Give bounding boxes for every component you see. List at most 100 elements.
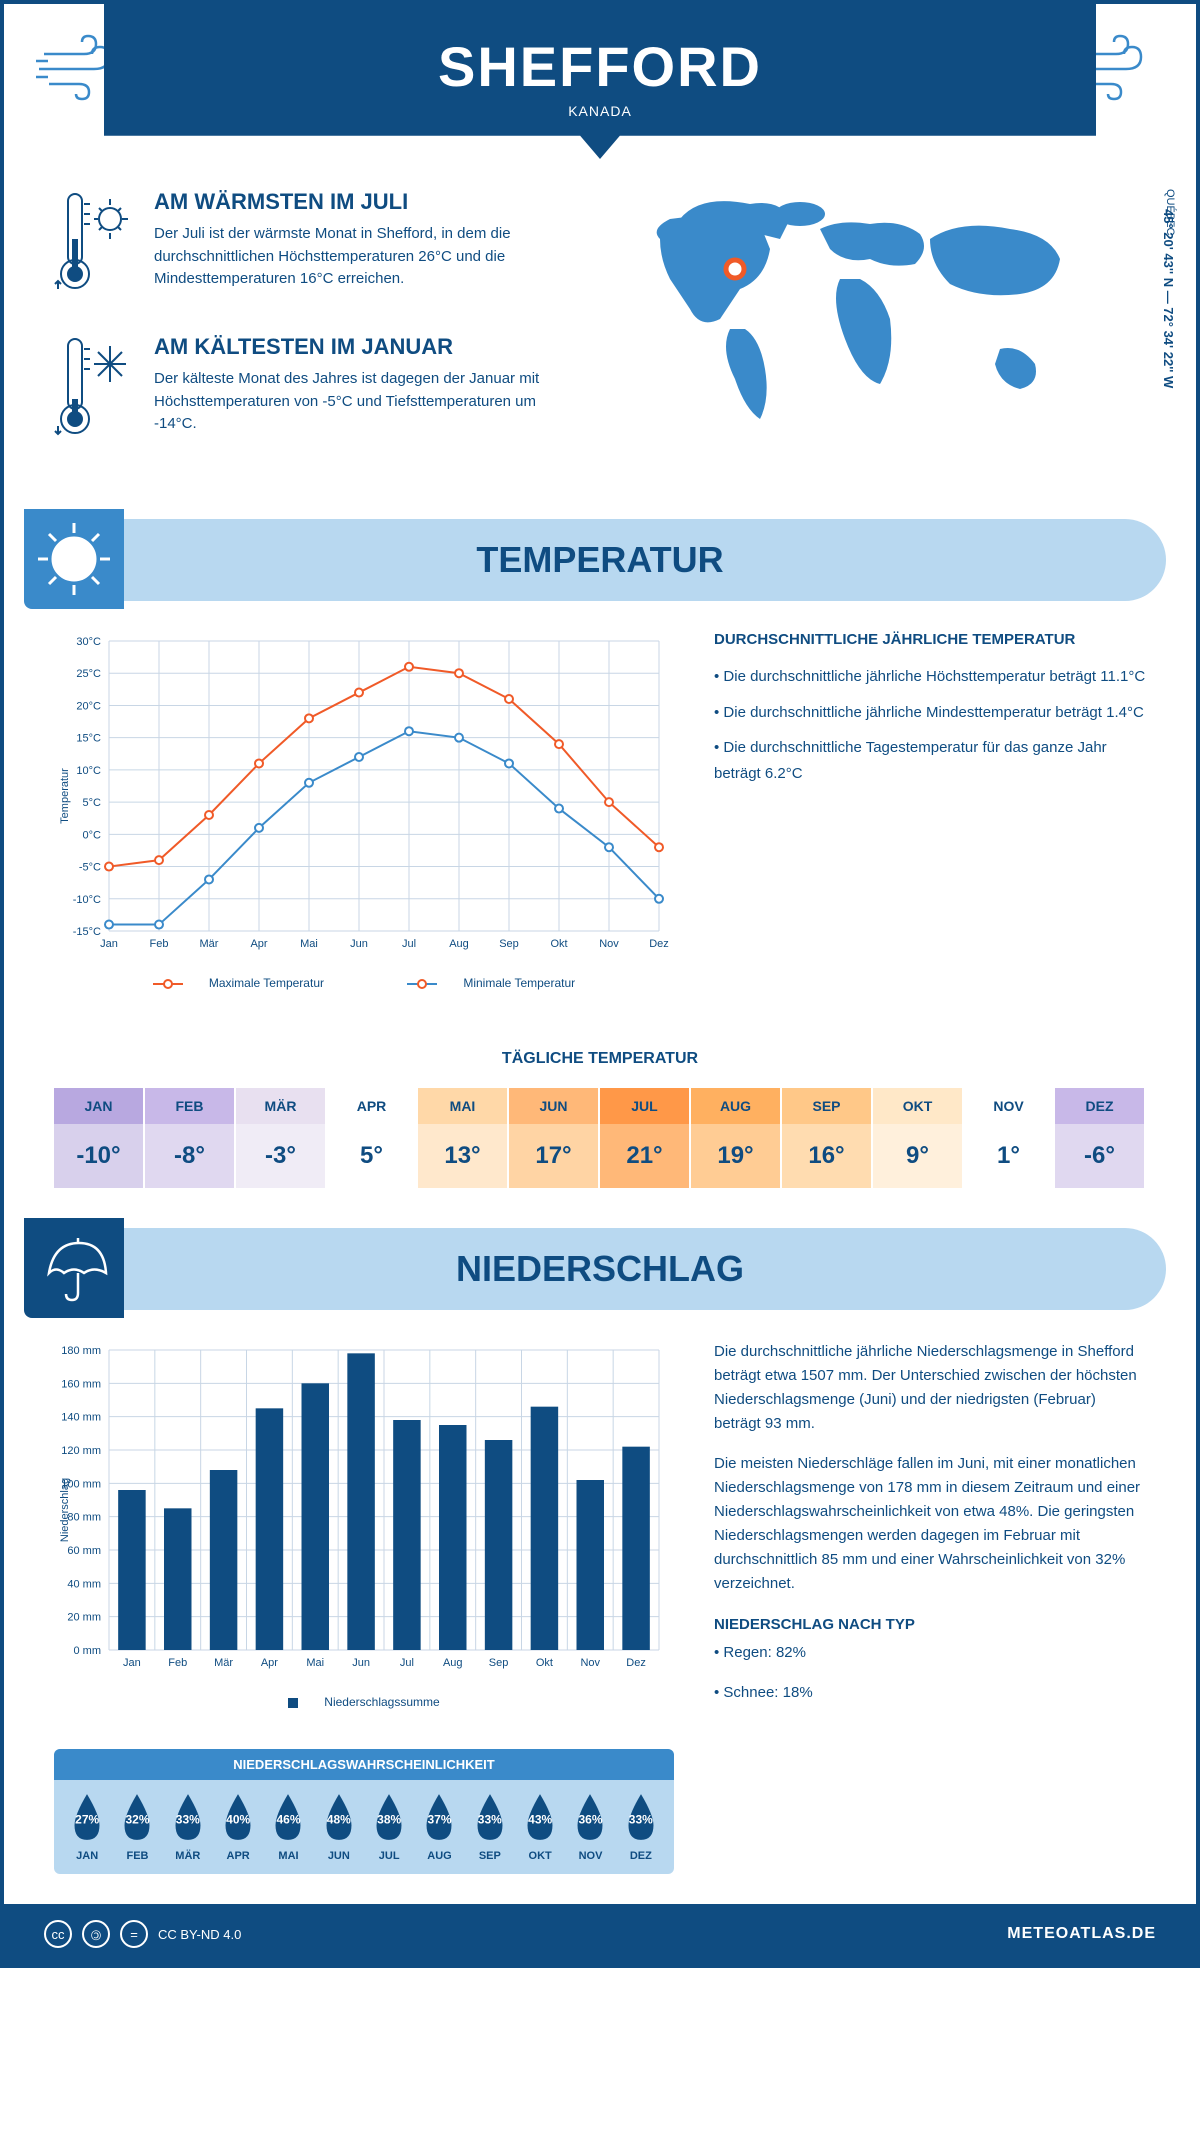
header-banner: SHEFFORD KANADA: [104, 4, 1096, 159]
temp-grid-cell: FEB-8°: [145, 1088, 236, 1188]
temp-grid-cell: APR5°: [327, 1088, 418, 1188]
precip-type-1: • Regen: 82%: [714, 1641, 1146, 1665]
daily-temp-grid: JAN-10°FEB-8°MÄR-3°APR5°MAI13°JUN17°JUL2…: [54, 1088, 1146, 1188]
svg-text:Apr: Apr: [250, 938, 267, 950]
svg-text:120 mm: 120 mm: [61, 1445, 101, 1457]
svg-text:Temperatur: Temperatur: [59, 768, 71, 824]
prob-cell: 48%JUN: [314, 1792, 364, 1862]
svg-text:25°C: 25°C: [76, 668, 101, 680]
temp-stat-3: • Die durchschnittliche Tagestemperatur …: [714, 735, 1146, 786]
temp-grid-cell: MÄR-3°: [236, 1088, 327, 1188]
temp-grid-cell: JUN17°: [509, 1088, 600, 1188]
precip-type-title: NIEDERSCHLAG NACH TYP: [714, 1616, 1146, 1633]
svg-text:30°C: 30°C: [76, 636, 101, 648]
svg-text:Aug: Aug: [449, 938, 469, 950]
svg-text:Dez: Dez: [626, 1657, 646, 1669]
svg-text:Jul: Jul: [402, 938, 416, 950]
temp-grid-cell: OKT9°: [873, 1088, 964, 1188]
country-label: KANADA: [104, 103, 1096, 119]
svg-text:60 mm: 60 mm: [67, 1545, 101, 1557]
thermometer-hot-icon: [54, 189, 134, 304]
svg-text:Jan: Jan: [123, 1657, 141, 1669]
coordinates: 45° 20' 43'' N — 72° 34' 22'' W: [1161, 209, 1176, 388]
svg-text:-15°C: -15°C: [73, 926, 101, 938]
prob-cell: 27%JAN: [62, 1792, 112, 1862]
temp-section-header: TEMPERATUR: [34, 519, 1166, 601]
prob-cell: 33%DEZ: [616, 1792, 666, 1862]
warmest-text: Der Juli ist der wärmste Monat in Sheffo…: [154, 223, 580, 291]
svg-text:Sep: Sep: [499, 938, 519, 950]
temp-legend: .legend .marker:nth-of-type(1)::after{bo…: [54, 966, 674, 1010]
temp-grid-cell: DEZ-6°: [1055, 1088, 1146, 1188]
temp-stat-2: • Die durchschnittliche jährliche Mindes…: [714, 700, 1146, 726]
svg-text:0°C: 0°C: [83, 829, 102, 841]
nd-icon: =: [120, 1920, 148, 1948]
coldest-text: Der kälteste Monat des Jahres ist dagege…: [154, 368, 580, 436]
precip-section-title: NIEDERSCHLAG: [34, 1248, 1166, 1290]
city-title: SHEFFORD: [104, 34, 1096, 99]
temp-grid-cell: SEP16°: [782, 1088, 873, 1188]
temperature-chart: -15°C -10°C -5°C 0°C 5°C 10°C 15°C 20°C 25°C 30°C…: [54, 631, 674, 961]
svg-text:10°C: 10°C: [76, 765, 101, 777]
cc-icon: cc: [44, 1920, 72, 1948]
thermometer-cold-icon: [54, 334, 134, 449]
coldest-title: AM KÄLTESTEN IM JANUAR: [154, 334, 580, 360]
svg-text:Feb: Feb: [168, 1657, 187, 1669]
svg-text:0 mm: 0 mm: [74, 1645, 102, 1657]
svg-text:Okt: Okt: [536, 1657, 553, 1669]
temp-stats-title: DURCHSCHNITTLICHE JÄHRLICHE TEMPERATUR: [714, 631, 1146, 648]
warmest-block: AM WÄRMSTEN IM JULI Der Juli ist der wär…: [54, 189, 580, 304]
prob-cell: 36%NOV: [565, 1792, 615, 1862]
svg-text:5°C: 5°C: [83, 797, 102, 809]
umbrella-icon: [24, 1218, 124, 1318]
precip-type-2: • Schnee: 18%: [714, 1681, 1146, 1705]
temp-grid-cell: NOV1°: [964, 1088, 1055, 1188]
coldest-block: AM KÄLTESTEN IM JANUAR Der kälteste Mona…: [54, 334, 580, 449]
svg-text:Nov: Nov: [599, 938, 619, 950]
svg-text:Mär: Mär: [200, 938, 219, 950]
svg-text:160 mm: 160 mm: [61, 1378, 101, 1390]
precip-probability-box: NIEDERSCHLAGSWAHRSCHEINLICHKEIT 27%JAN32…: [54, 1749, 674, 1874]
location-marker: [726, 260, 744, 278]
svg-text:Dez: Dez: [649, 938, 669, 950]
prob-cell: 33%SEP: [465, 1792, 515, 1862]
svg-text:Mär: Mär: [214, 1657, 233, 1669]
svg-text:20°C: 20°C: [76, 700, 101, 712]
svg-text:-10°C: -10°C: [73, 894, 101, 906]
precip-section-header: NIEDERSCHLAG: [34, 1228, 1166, 1310]
prob-cell: 46%MAI: [263, 1792, 313, 1862]
svg-text:180 mm: 180 mm: [61, 1345, 101, 1357]
svg-text:Nov: Nov: [580, 1657, 600, 1669]
temp-grid-cell: MAI13°: [418, 1088, 509, 1188]
license-text: CC BY-ND 4.0: [158, 1927, 241, 1942]
svg-text:40 mm: 40 mm: [67, 1578, 101, 1590]
svg-text:Mai: Mai: [306, 1657, 324, 1669]
svg-text:-5°C: -5°C: [79, 862, 101, 874]
svg-text:Aug: Aug: [443, 1657, 463, 1669]
svg-text:20 mm: 20 mm: [67, 1612, 101, 1624]
svg-text:Jun: Jun: [350, 938, 368, 950]
svg-text:Mai: Mai: [300, 938, 318, 950]
footer: cc 🄯 = CC BY-ND 4.0 METEOATLAS.DE: [4, 1904, 1196, 1964]
daily-temp-title: TÄGLICHE TEMPERATUR: [4, 1040, 1196, 1088]
svg-text:Apr: Apr: [261, 1657, 278, 1669]
svg-text:Niederschlag: Niederschlag: [59, 1478, 71, 1542]
precip-legend: Niederschlagssumme: [54, 1685, 674, 1729]
svg-text:140 mm: 140 mm: [61, 1412, 101, 1424]
by-icon: 🄯: [82, 1920, 110, 1948]
svg-text:Jul: Jul: [400, 1657, 414, 1669]
precipitation-chart: 0 mm20 mm40 mm60 mm80 mm100 mm120 mm140 …: [54, 1340, 674, 1680]
world-map: [620, 189, 1080, 449]
precip-text-2: Die meisten Niederschläge fallen im Juni…: [714, 1452, 1146, 1596]
svg-text:15°C: 15°C: [76, 733, 101, 745]
sun-icon: [24, 509, 124, 609]
warmest-title: AM WÄRMSTEN IM JULI: [154, 189, 580, 215]
svg-text:Jun: Jun: [352, 1657, 370, 1669]
prob-cell: 38%JUL: [364, 1792, 414, 1862]
svg-text:Sep: Sep: [489, 1657, 509, 1669]
prob-cell: 33%MÄR: [163, 1792, 213, 1862]
prob-cell: 32%FEB: [112, 1792, 162, 1862]
svg-text:Feb: Feb: [150, 938, 169, 950]
precip-text-1: Die durchschnittliche jährliche Niedersc…: [714, 1340, 1146, 1436]
svg-text:Jan: Jan: [100, 938, 118, 950]
